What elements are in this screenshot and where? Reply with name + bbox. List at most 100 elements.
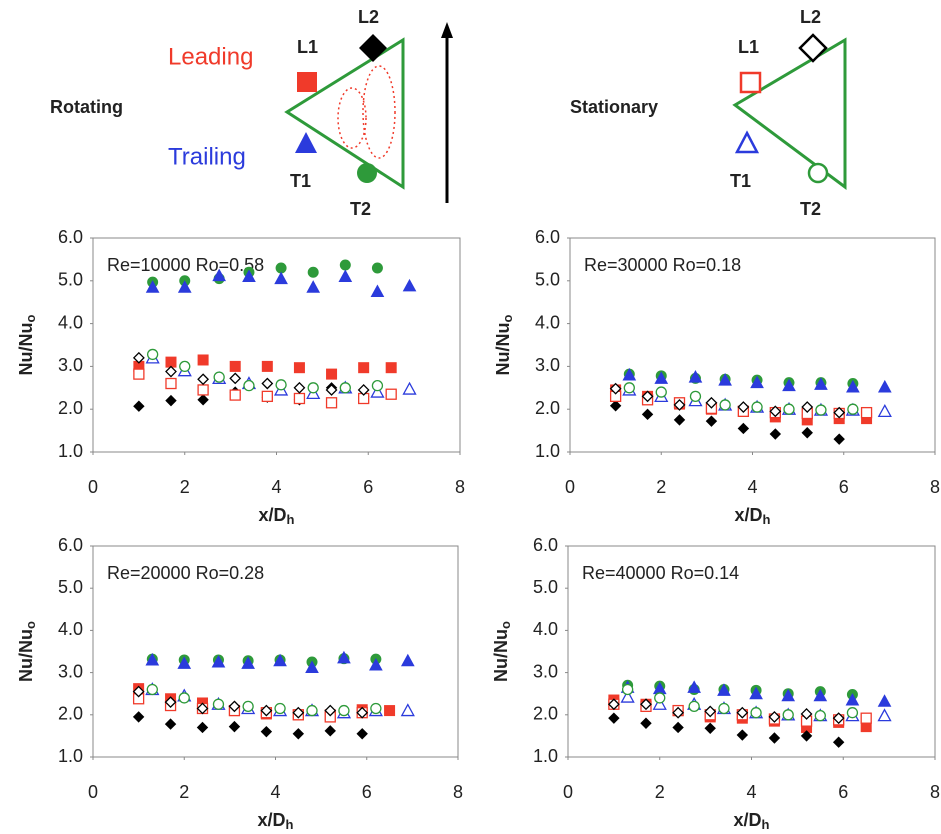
l2-marker: [359, 34, 387, 62]
point: [738, 423, 748, 433]
x-tick-label: 0: [88, 477, 98, 497]
charts: Re=10000 Ro=0.58 1.0 2.0 3.0 4.0 5.0 6.0 0 2 4 6 8 x…: [16, 227, 940, 833]
point: [834, 737, 844, 747]
point: [340, 383, 350, 393]
point: [385, 706, 395, 716]
y-tick-label: 3.0: [535, 355, 560, 375]
point: [643, 409, 653, 419]
point: [275, 703, 285, 713]
x-tick-label: 8: [930, 782, 940, 802]
y-tick-label: 3.0: [58, 355, 83, 375]
stationary-title: Stationary: [570, 97, 658, 117]
point: [705, 723, 715, 733]
y-axis-label-sub: o: [23, 621, 38, 629]
vortex: [338, 88, 366, 148]
point: [327, 398, 337, 408]
point: [623, 684, 633, 694]
y-tick-label: 6.0: [58, 535, 83, 555]
point: [879, 405, 891, 416]
point: [134, 369, 144, 379]
y-axis-label: Nu/Nuo: [16, 314, 39, 375]
y-tick-label: 5.0: [535, 270, 560, 290]
x-axis-label-sub: h: [287, 512, 295, 527]
point: [134, 401, 144, 411]
point: [769, 733, 779, 743]
point: [624, 383, 634, 393]
point: [148, 349, 158, 359]
y-tick-label: 1.0: [533, 746, 558, 766]
t2-label: T2: [800, 199, 821, 219]
point: [815, 711, 825, 721]
annotation: Re=10000 Ro=0.58: [107, 255, 264, 275]
x-tick-label: 4: [746, 782, 756, 802]
point: [294, 394, 304, 404]
point: [690, 391, 700, 401]
point: [359, 363, 369, 373]
t1-label: T1: [290, 171, 311, 191]
point: [229, 722, 239, 732]
point: [179, 693, 189, 703]
point: [737, 730, 747, 740]
point: [862, 408, 872, 418]
point: [834, 434, 844, 444]
y-tick-label: 2.0: [533, 704, 558, 724]
point: [198, 374, 208, 384]
x-tick-label: 6: [362, 782, 372, 802]
point: [198, 385, 208, 395]
point: [214, 372, 224, 382]
point: [675, 415, 685, 425]
annotation: Re=30000 Ro=0.18: [584, 255, 741, 275]
point: [230, 390, 240, 400]
l1-label: L1: [738, 37, 759, 57]
point: [357, 729, 367, 739]
point: [308, 383, 318, 393]
point: [293, 729, 303, 739]
point: [230, 373, 240, 383]
point: [706, 416, 716, 426]
y-tick-label: 5.0: [533, 577, 558, 597]
x-axis-label-sub: h: [762, 817, 770, 832]
point: [230, 361, 240, 371]
x-tick-label: 4: [747, 477, 757, 497]
point: [339, 271, 351, 282]
y-axis-label-main: Nu/Nu: [493, 322, 513, 375]
point: [294, 363, 304, 373]
chart: Re=30000 Ro=0.181.02.03.04.05.06.002468x…: [493, 227, 940, 528]
point: [308, 267, 318, 277]
point: [327, 369, 337, 379]
point: [166, 367, 176, 377]
y-tick-label: 5.0: [58, 270, 83, 290]
point: [276, 263, 286, 273]
x-tick-label: 8: [455, 477, 465, 497]
point: [243, 701, 253, 711]
y-axis-label-main: Nu/Nu: [16, 322, 36, 375]
point: [673, 722, 683, 732]
x-tick-label: 0: [563, 782, 573, 802]
leading-label: Leading: [168, 43, 253, 70]
l2-label: L2: [800, 7, 821, 27]
point: [147, 684, 157, 694]
point: [404, 383, 416, 394]
point: [372, 381, 382, 391]
y-axis-label: Nu/Nuo: [493, 314, 516, 375]
x-tick-label: 6: [839, 477, 849, 497]
point: [294, 383, 304, 393]
x-axis-label: x/Dh: [735, 505, 771, 528]
y-tick-label: 4.0: [533, 619, 558, 639]
point: [325, 726, 335, 736]
t2-marker: [357, 163, 377, 183]
x-tick-label: 2: [656, 477, 666, 497]
y-axis-label-sub: o: [500, 314, 515, 322]
point: [656, 387, 666, 397]
point: [386, 389, 396, 399]
point: [770, 429, 780, 439]
point: [261, 727, 271, 737]
point: [275, 273, 287, 284]
series: [147, 352, 416, 399]
point: [816, 405, 826, 415]
x-axis-label-main: x/D: [259, 505, 287, 525]
l1-marker: [741, 73, 760, 92]
point: [198, 355, 208, 365]
point: [307, 281, 319, 292]
